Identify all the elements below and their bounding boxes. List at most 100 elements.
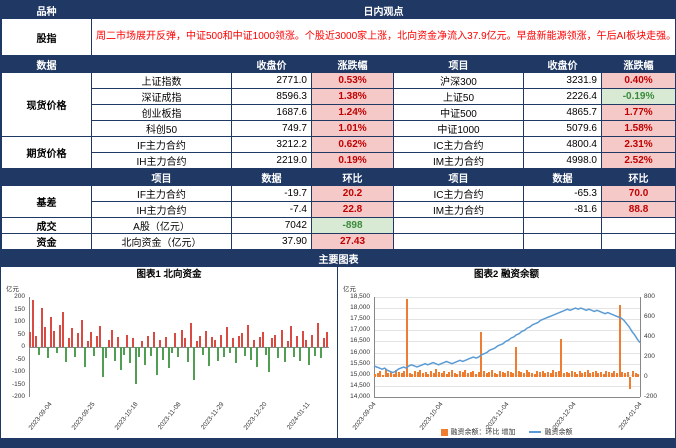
index-name: 上证指数 <box>91 72 232 89</box>
bar <box>544 373 547 377</box>
mom-badge: 22.8 <box>311 201 394 218</box>
bar <box>397 372 400 377</box>
chg-header-left: 涨跌幅 <box>311 55 394 73</box>
bar <box>536 371 539 377</box>
bar <box>53 330 56 347</box>
bar <box>528 371 531 377</box>
contract-name: IF主力合约 <box>91 136 232 153</box>
bar <box>496 373 499 377</box>
bar <box>274 334 277 347</box>
close-value: 3212.2 <box>231 136 312 153</box>
bar <box>295 335 298 347</box>
y-tick-label: 50 <box>17 330 25 338</box>
right-y-tick-label: 0 <box>644 373 648 380</box>
bar <box>319 347 322 359</box>
contract-name: IM主力合约 <box>393 201 524 218</box>
bar <box>514 347 517 377</box>
gridline <box>374 352 640 354</box>
bar <box>289 325 292 347</box>
bar <box>304 339 307 347</box>
bar <box>403 370 406 377</box>
bar <box>376 372 379 377</box>
bar <box>517 371 520 377</box>
y-tick-label: -150 <box>11 380 25 388</box>
bar <box>419 369 422 377</box>
bar <box>204 330 207 347</box>
bar <box>562 372 565 377</box>
bar <box>47 347 50 359</box>
chg-badge: -0.19% <box>600 88 675 105</box>
bar <box>192 347 195 380</box>
bar <box>491 370 494 377</box>
bar <box>379 371 382 377</box>
bar <box>616 372 619 377</box>
bar <box>104 347 107 359</box>
y-tick-label: -200 <box>11 393 25 400</box>
chg-badge: 1.58% <box>600 120 675 137</box>
gridline <box>374 385 640 387</box>
report-table: 品种 日内观点 股指 周二市场展开反弹，中证500和中证1000领涨。个股近30… <box>1 1 675 267</box>
chg-badge: 0.62% <box>311 136 394 153</box>
bar <box>405 299 408 377</box>
close-value: 2219.0 <box>231 152 312 169</box>
x-tick-label: 2023-11-08 <box>156 401 183 432</box>
chart2-plot: 亿元 融资余额：环比 增加 融资余额 18,500 18,000 17,500 17,… <box>338 281 675 438</box>
bar <box>624 373 627 377</box>
bar <box>138 347 141 357</box>
bar <box>613 371 616 377</box>
gridline <box>374 297 640 298</box>
turnover-item: A股（亿元） <box>91 217 232 234</box>
bar <box>392 373 395 377</box>
bar <box>132 338 135 347</box>
bar <box>268 347 271 372</box>
bar <box>459 371 462 377</box>
bar <box>512 372 515 377</box>
close-value: 1687.6 <box>231 104 312 121</box>
close-value: 4865.7 <box>523 104 602 121</box>
bar <box>235 347 238 364</box>
bar <box>241 333 244 347</box>
y-tick-label: 17,500 <box>350 315 370 323</box>
bar <box>280 329 283 347</box>
bar <box>557 371 560 377</box>
data-header: 数据 <box>231 168 312 186</box>
commentary-label: 股指 <box>1 18 92 56</box>
bar <box>421 373 424 377</box>
right-y-tick-label: 800 <box>644 293 655 300</box>
chg-badge: 2.31% <box>600 136 675 153</box>
bar <box>464 369 467 377</box>
right-y-tick-label: 200 <box>644 353 655 360</box>
y-tick-label: 18,500 <box>350 293 370 300</box>
bar <box>413 371 416 377</box>
bar <box>35 335 38 347</box>
bar <box>74 347 77 357</box>
contract-name: IH主力合约 <box>91 152 232 169</box>
bar <box>171 347 174 354</box>
bar <box>65 347 68 362</box>
bar <box>162 347 165 360</box>
bar <box>59 324 62 347</box>
index-name: 创业板指 <box>91 104 232 121</box>
close-value: 4998.0 <box>523 152 602 169</box>
bar <box>453 372 456 377</box>
bar <box>456 373 459 377</box>
bar <box>229 347 231 354</box>
bar <box>156 347 159 375</box>
bar <box>632 371 635 377</box>
bar <box>247 324 250 347</box>
x-axis-line <box>374 397 640 398</box>
turnover-label: 成交 <box>1 217 92 234</box>
bar <box>424 371 427 377</box>
right-y-tick-label: -200 <box>644 393 658 400</box>
bar <box>477 372 480 377</box>
bar <box>147 335 150 347</box>
index-name: 上证50 <box>393 88 524 105</box>
bar <box>213 339 216 347</box>
turnover-mom-badge: -898 <box>311 217 394 234</box>
y-tick-label: 16,000 <box>350 348 370 356</box>
y-tick-label: 200 <box>14 293 25 300</box>
bar <box>592 372 595 377</box>
bar <box>183 338 186 347</box>
futures-price-label: 期货价格 <box>1 136 92 169</box>
bar <box>56 347 59 354</box>
